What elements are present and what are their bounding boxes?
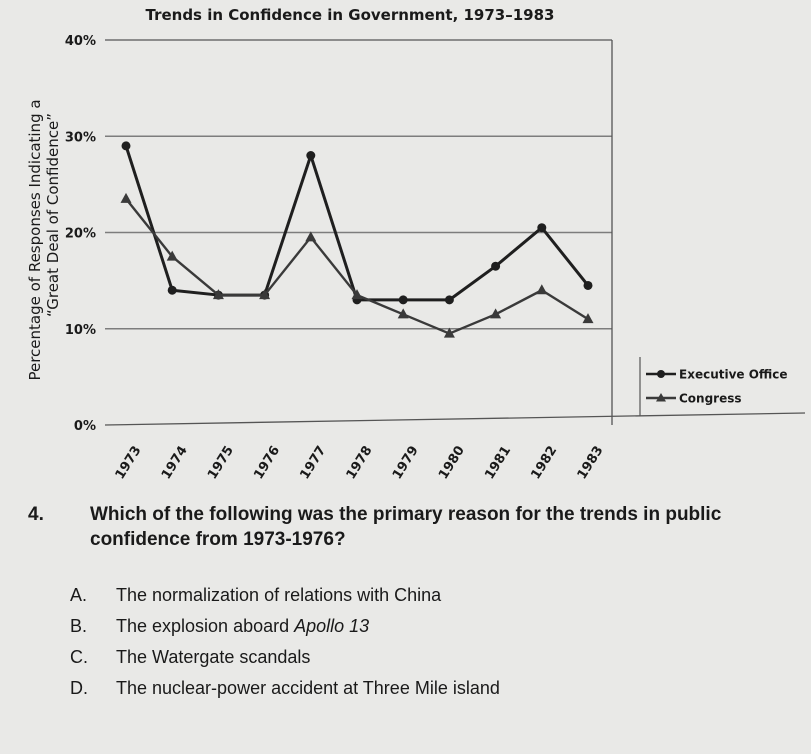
x-tick-label: 1983: [575, 443, 607, 482]
choice-text-italic: Apollo 13: [294, 616, 370, 636]
question-text: Which of the following was the primary r…: [90, 504, 722, 550]
choice-text: The Watergate scandals: [116, 647, 311, 667]
x-tick-label: 1978: [344, 443, 376, 482]
choice-d[interactable]: D. The nuclear-power accident at Three Mi…: [70, 673, 500, 704]
data-point: [537, 223, 547, 233]
data-point: [120, 192, 132, 203]
legend-label: Congress: [679, 392, 742, 406]
legend-label: Executive Office: [679, 368, 788, 382]
data-point: [212, 289, 224, 300]
grid: [105, 135, 612, 330]
y-tick-label: 20%: [65, 227, 96, 242]
data-point: [536, 284, 548, 295]
legend: Executive Office Congress: [639, 357, 788, 416]
x-tick-label: 1975: [205, 443, 237, 482]
chart: Trends in Confidence in Government, 1973…: [26, 6, 806, 482]
legend-marker: [657, 370, 665, 378]
data-point: [305, 231, 317, 242]
choice-letter: C.: [70, 647, 88, 667]
choice-text: The normalization of relations with Chin…: [116, 585, 442, 605]
choice-text: The nuclear-power accident at Three Mile…: [116, 678, 500, 698]
data-point: [397, 308, 409, 319]
plot-border: [104, 39, 806, 426]
x-tick-labels: 1973 1974 1975 1976 1977 1978 1979 1980 1981 1982…: [113, 443, 607, 482]
series-executive-office: [121, 141, 593, 305]
data-point: [583, 280, 593, 290]
x-tick-label: 1980: [436, 443, 468, 482]
y-tick-label: 30%: [65, 130, 96, 145]
x-tick-label: 1979: [390, 443, 422, 482]
x-tick-label: 1976: [251, 443, 283, 482]
y-tick-labels: 0% 10% 20% 30% 40%: [65, 34, 96, 434]
choice-letter: B.: [70, 616, 88, 636]
data-point: [167, 285, 177, 295]
data-point: [351, 289, 363, 300]
data-point: [306, 151, 316, 160]
data-point: [490, 308, 502, 319]
choice-b[interactable]: B. The explosion aboard Apollo 13: [70, 611, 500, 642]
choice-letter: A.: [70, 585, 88, 605]
choice-text: The explosion aboard: [116, 616, 295, 636]
data-point: [582, 313, 594, 324]
legend-marker: [656, 393, 666, 402]
y-tick-label: 0%: [74, 419, 96, 434]
series-congress: [120, 192, 594, 338]
question-number: 4.: [28, 504, 44, 525]
legend-item: Congress: [646, 392, 742, 406]
x-tick-label: 1974: [159, 443, 191, 482]
data-point: [166, 250, 178, 261]
y-tick-label: 40%: [65, 34, 96, 49]
y-tick-label: 10%: [65, 323, 96, 338]
series-line: [125, 198, 589, 335]
data-point: [121, 141, 131, 151]
x-tick-label: 1973: [113, 443, 145, 482]
plot-bottom-border: [104, 412, 806, 426]
x-tick-label: 1982: [528, 443, 560, 482]
data-point: [259, 289, 271, 300]
y-axis-label-line1: Percentage of Responses Indicating a: [26, 99, 44, 380]
y-axis-label-line2: “Great Deal of Confidence”: [44, 113, 62, 317]
answer-choices: A. The normalization of relations with Ch…: [70, 580, 500, 704]
data-point: [443, 327, 455, 338]
data-point: [444, 295, 454, 305]
chart-title: Trends in Confidence in Government, 1973…: [145, 6, 554, 24]
choice-letter: D.: [70, 678, 88, 698]
series: [120, 141, 594, 338]
x-tick-label: 1977: [297, 443, 329, 482]
x-tick-label: 1981: [482, 443, 514, 482]
data-point: [398, 295, 408, 305]
data-point: [491, 261, 501, 271]
choice-c[interactable]: C. The Watergate scandals: [70, 642, 500, 673]
choice-a[interactable]: A. The normalization of relations with Ch…: [70, 580, 500, 611]
legend-item: Executive Office: [646, 368, 788, 382]
